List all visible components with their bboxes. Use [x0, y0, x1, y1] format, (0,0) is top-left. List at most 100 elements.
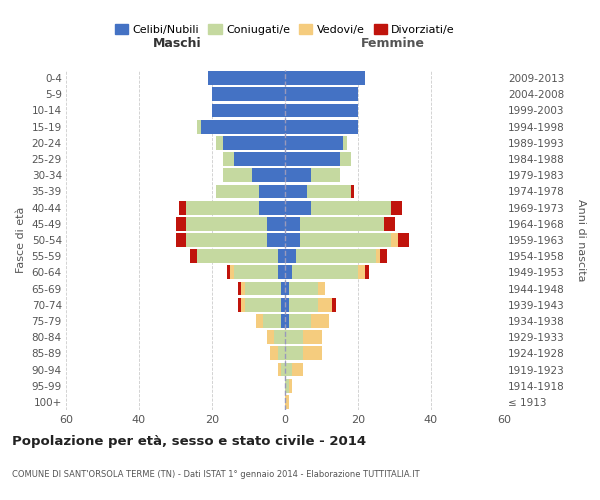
Bar — [278, 362, 281, 376]
Bar — [285, 266, 292, 280]
Bar — [285, 88, 358, 101]
Bar — [256, 314, 263, 328]
Bar — [365, 266, 369, 280]
Bar — [318, 282, 325, 296]
Bar — [267, 233, 285, 247]
Bar — [285, 152, 340, 166]
Bar — [241, 298, 245, 312]
Bar — [281, 362, 285, 376]
Bar — [234, 266, 278, 280]
Y-axis label: Anni di nascita: Anni di nascita — [576, 198, 586, 281]
Bar — [281, 282, 285, 296]
Bar — [197, 250, 278, 263]
Bar — [271, 346, 278, 360]
Bar — [285, 362, 292, 376]
Bar — [259, 200, 285, 214]
Bar — [278, 250, 285, 263]
Text: Femmine: Femmine — [361, 37, 425, 50]
Bar — [289, 298, 318, 312]
Bar — [285, 346, 303, 360]
Bar — [285, 282, 289, 296]
Y-axis label: Fasce di età: Fasce di età — [16, 207, 26, 273]
Bar — [285, 217, 299, 230]
Bar — [190, 250, 197, 263]
Bar — [292, 362, 303, 376]
Bar — [285, 168, 311, 182]
Bar — [318, 298, 332, 312]
Bar — [285, 184, 307, 198]
Bar — [289, 314, 311, 328]
Bar — [238, 298, 241, 312]
Bar — [285, 395, 289, 409]
Bar — [259, 184, 285, 198]
Bar — [299, 217, 383, 230]
Bar — [187, 217, 267, 230]
Text: Popolazione per età, sesso e stato civile - 2014: Popolazione per età, sesso e stato civil… — [12, 435, 366, 448]
Bar — [263, 314, 281, 328]
Bar — [281, 314, 285, 328]
Bar — [285, 314, 289, 328]
Bar — [223, 152, 234, 166]
Bar — [350, 184, 355, 198]
Bar — [212, 104, 285, 118]
Bar — [299, 233, 391, 247]
Bar — [285, 104, 358, 118]
Bar — [179, 200, 187, 214]
Bar — [278, 266, 285, 280]
Bar — [376, 250, 380, 263]
Bar — [274, 330, 285, 344]
Bar — [176, 233, 187, 247]
Bar — [292, 266, 358, 280]
Bar — [311, 168, 340, 182]
Bar — [223, 168, 252, 182]
Bar — [289, 379, 292, 392]
Text: Maschi: Maschi — [152, 37, 202, 50]
Bar — [391, 200, 402, 214]
Bar — [311, 314, 329, 328]
Bar — [311, 200, 391, 214]
Bar — [285, 71, 365, 85]
Bar — [281, 298, 285, 312]
Bar — [252, 168, 285, 182]
Bar — [234, 152, 285, 166]
Bar — [212, 88, 285, 101]
Bar — [303, 330, 322, 344]
Bar — [230, 266, 234, 280]
Bar — [285, 298, 289, 312]
Bar — [227, 266, 230, 280]
Bar — [238, 282, 241, 296]
Bar — [197, 120, 201, 134]
Text: COMUNE DI SANT'ORSOLA TERME (TN) - Dati ISTAT 1° gennaio 2014 - Elaborazione TUT: COMUNE DI SANT'ORSOLA TERME (TN) - Dati … — [12, 470, 419, 479]
Bar — [289, 282, 318, 296]
Bar — [245, 298, 281, 312]
Bar — [285, 136, 343, 149]
Bar — [303, 346, 322, 360]
Bar — [296, 250, 376, 263]
Bar — [241, 282, 245, 296]
Bar — [215, 136, 223, 149]
Bar — [267, 330, 274, 344]
Bar — [285, 330, 303, 344]
Legend: Celibi/Nubili, Coniugati/e, Vedovi/e, Divorziati/e: Celibi/Nubili, Coniugati/e, Vedovi/e, Di… — [112, 21, 458, 38]
Bar — [208, 71, 285, 85]
Bar — [380, 250, 387, 263]
Bar — [245, 282, 281, 296]
Bar — [332, 298, 336, 312]
Bar — [201, 120, 285, 134]
Bar — [285, 233, 299, 247]
Bar — [176, 217, 187, 230]
Bar — [278, 346, 285, 360]
Bar — [267, 217, 285, 230]
Bar — [285, 250, 296, 263]
Bar — [187, 233, 267, 247]
Bar — [383, 217, 395, 230]
Bar — [215, 184, 259, 198]
Bar — [391, 233, 398, 247]
Bar — [223, 136, 285, 149]
Bar — [285, 200, 311, 214]
Bar — [358, 266, 365, 280]
Bar — [343, 136, 347, 149]
Bar — [187, 200, 259, 214]
Bar — [398, 233, 409, 247]
Bar — [340, 152, 350, 166]
